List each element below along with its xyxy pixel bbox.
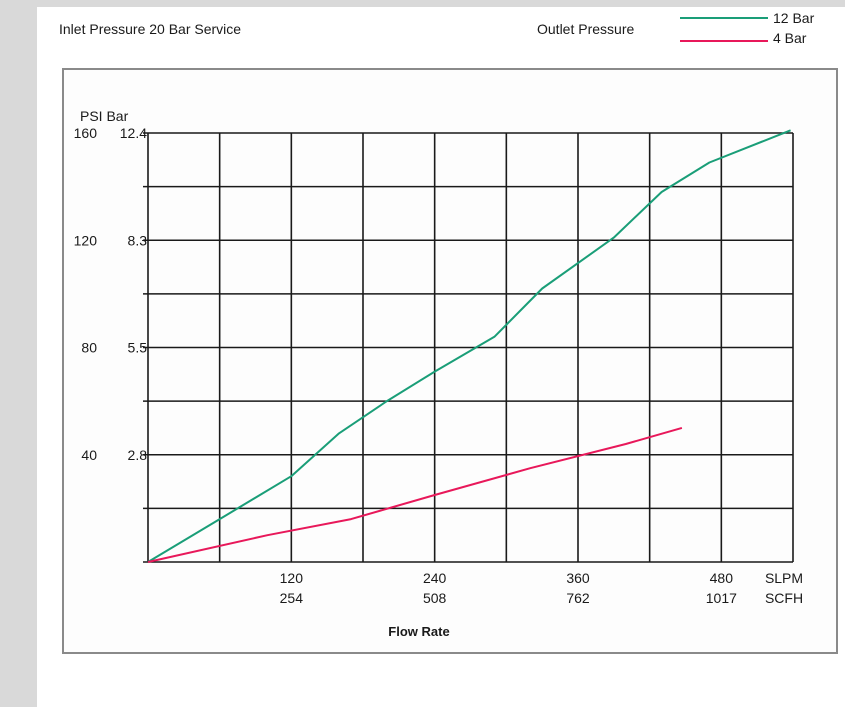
y-tick-label-bar: 8.3 [128, 232, 148, 248]
legend-label-12bar: 12 Bar [773, 10, 815, 26]
x-tick-label-slpm: 240 [423, 570, 447, 586]
legend-label-4bar: 4 Bar [773, 30, 807, 46]
y-tick-label-bar: 12.4 [120, 125, 147, 141]
y-tick-label-bar: 5.5 [128, 340, 148, 356]
legend-title: Outlet Pressure [537, 21, 635, 37]
x-axis-title: Flow Rate [388, 624, 449, 639]
y-tick-label-psi: 80 [81, 340, 97, 356]
chart-frame [62, 68, 838, 654]
x-unit-label-slpm: SLPM [765, 570, 803, 586]
series-line-12bar [147, 129, 791, 563]
legend-line-4bar [680, 40, 768, 42]
y-tick-label-bar: 2.8 [128, 447, 148, 463]
chart-title: Inlet Pressure 20 Bar Service [59, 21, 242, 37]
x-tick-label-slpm: 360 [566, 570, 590, 586]
x-tick-label-slpm: 480 [710, 570, 734, 586]
y-tick-label-psi: 160 [74, 125, 98, 141]
series-line-4bar [147, 426, 683, 563]
legend-line-12bar [680, 17, 768, 19]
x-tick-label-scfh: 1017 [706, 590, 737, 606]
x-unit-label-scfh: SCFH [765, 590, 803, 606]
y-tick-label-psi: 120 [74, 232, 98, 248]
x-tick-label-scfh: 254 [280, 590, 304, 606]
x-tick-label-scfh: 762 [566, 590, 590, 606]
y-axis-title: PSI Bar [80, 108, 129, 124]
x-tick-label-scfh: 508 [423, 590, 447, 606]
x-tick-label-slpm: 120 [280, 570, 304, 586]
y-tick-label-psi: 40 [81, 447, 97, 463]
